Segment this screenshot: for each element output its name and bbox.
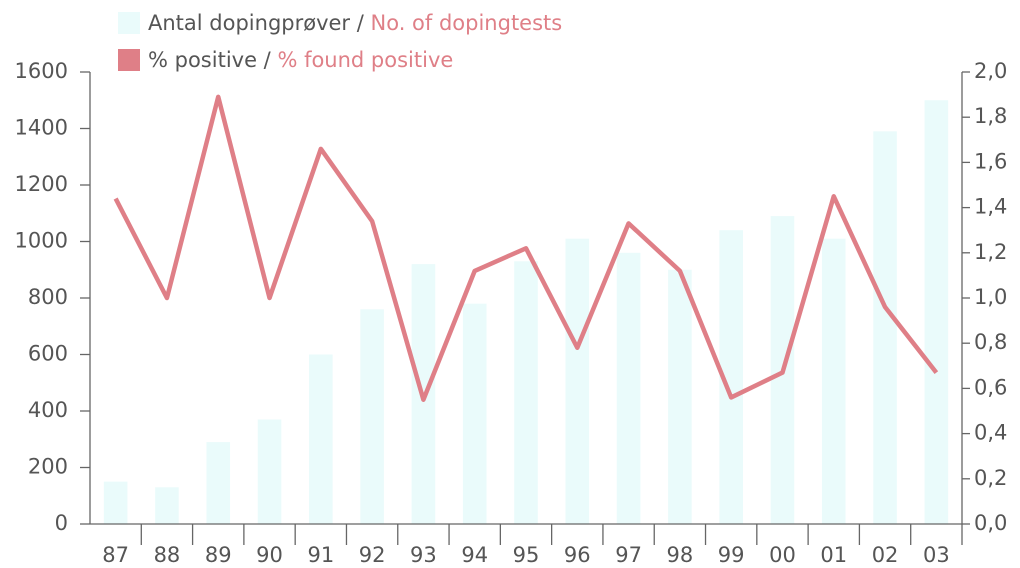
y2-tick-label: 1,4 <box>974 195 1007 219</box>
y2-tick-label: 1,6 <box>974 149 1007 173</box>
y-tick-label: 1600 <box>15 59 68 83</box>
legend-label: Antal dopingprøver / No. of dopingtests <box>148 11 562 35</box>
x-tick-label: 92 <box>359 543 386 567</box>
x-tick-label: 99 <box>718 543 745 567</box>
y-tick-label: 1200 <box>15 172 68 196</box>
bar <box>616 252 641 525</box>
x-tick-label: 96 <box>564 543 591 567</box>
y-tick-label: 200 <box>28 455 68 479</box>
line <box>113 94 939 402</box>
x-tick-label: 94 <box>461 543 488 567</box>
bar <box>309 354 333 524</box>
y2-tick-label: 0,4 <box>974 421 1007 445</box>
y2-tick-label: 1,2 <box>974 240 1007 264</box>
bar <box>206 442 231 524</box>
y2-tick-label: 0,8 <box>974 330 1007 354</box>
bar <box>873 131 897 524</box>
bar <box>924 100 949 524</box>
bar <box>514 261 538 524</box>
x-tick-label: 00 <box>769 543 796 567</box>
y2-tick-label: 1,0 <box>974 285 1007 309</box>
y2-tick-label: 0,0 <box>974 511 1007 535</box>
y-tick-label: 0 <box>55 511 68 535</box>
x-tick-label: 91 <box>307 543 334 567</box>
x-tick-label: 02 <box>872 543 899 567</box>
bar <box>565 238 590 525</box>
y-tick-label: 600 <box>28 342 68 366</box>
x-tick-label: 97 <box>615 543 642 567</box>
y2-tick-label: 2,0 <box>974 59 1007 83</box>
x-tick-label: 93 <box>410 543 437 567</box>
x-tick-label: 88 <box>154 543 181 567</box>
y2-tick-label: 1,8 <box>974 104 1007 128</box>
x-tick-label: 95 <box>513 543 540 567</box>
bar <box>668 269 692 524</box>
bar <box>462 303 487 524</box>
y2-tick-label: 0,2 <box>974 466 1007 490</box>
y-tick-label: 400 <box>28 398 68 422</box>
x-tick-label: 89 <box>205 543 232 567</box>
y-tick-label: 1000 <box>15 229 68 253</box>
y-tick-label: 800 <box>28 285 68 309</box>
marks <box>103 94 949 525</box>
bar <box>257 419 282 524</box>
bar <box>360 309 384 524</box>
legend-swatch <box>118 12 140 34</box>
bar <box>821 238 846 525</box>
legend-label: % positive / % found positive <box>148 48 453 72</box>
y2-tick-label: 0,6 <box>974 375 1007 399</box>
bar <box>103 481 128 524</box>
x-tick-label: 01 <box>820 543 847 567</box>
legend: Antal dopingprøver / No. of dopingtests%… <box>118 11 562 72</box>
x-tick-label: 98 <box>667 543 694 567</box>
x-tick-label: 03 <box>923 543 950 567</box>
x-tick-label: 87 <box>102 543 129 567</box>
legend-swatch <box>118 49 140 71</box>
y-tick-label: 1400 <box>15 116 68 140</box>
x-tick-label: 90 <box>256 543 283 567</box>
bar <box>719 230 743 524</box>
bar <box>155 487 179 524</box>
